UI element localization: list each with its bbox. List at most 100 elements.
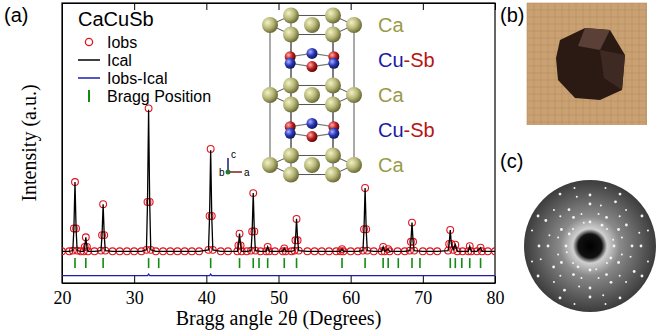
laue-spot <box>573 187 575 189</box>
atom-ca <box>283 7 299 23</box>
x-tick-label: 60 <box>342 288 360 308</box>
photo-grid <box>527 10 647 11</box>
axis-glyph-label: a <box>244 167 250 178</box>
layer-label: Ca <box>378 154 404 176</box>
laue-spot <box>640 245 643 248</box>
layer-label: Cu-Sb <box>378 119 435 141</box>
atom-ca <box>283 167 299 183</box>
laue-spot <box>598 213 600 215</box>
plot-data <box>62 105 495 276</box>
laue-pattern <box>524 180 656 312</box>
laue-spot <box>560 228 563 231</box>
x-axis-title: Bragg angle 2θ (Degrees) <box>176 307 382 330</box>
atom-ca <box>283 147 299 163</box>
atom-ca <box>262 87 278 103</box>
laue-spot <box>605 303 607 305</box>
photo-grid <box>527 108 647 109</box>
crystal-inset: CaCu-SbCaCu-SbCaabc <box>219 7 435 182</box>
x-tick-label: 20 <box>54 288 72 308</box>
cell-edge <box>270 155 354 174</box>
plot-frame <box>62 3 495 283</box>
photo-grid <box>527 122 647 123</box>
photo-grid <box>639 3 640 125</box>
bragg-tick <box>364 258 366 268</box>
x-tick-label: 70 <box>414 288 432 308</box>
legend-key <box>85 38 92 45</box>
layer-label-part: Ca <box>378 14 404 36</box>
bragg-tick <box>267 258 269 268</box>
laue-spot <box>605 187 607 189</box>
x-tick-top <box>279 3 280 10</box>
x-tick-label: 30 <box>126 288 144 308</box>
laue-spot <box>557 236 559 238</box>
photo-grid <box>527 115 647 116</box>
cell-edge <box>270 15 354 34</box>
x-tick-mark <box>206 276 207 283</box>
laue-spot <box>633 270 636 273</box>
bragg-tick <box>480 258 482 268</box>
laue-spot <box>577 265 580 268</box>
axis-glyph-label: c <box>231 149 236 160</box>
laue-spot <box>600 204 602 206</box>
atom-ca <box>283 77 299 93</box>
x-tick-mark <box>279 3 280 10</box>
legend-key <box>88 90 90 102</box>
atom-ca <box>283 97 299 113</box>
bragg-tick <box>455 258 457 268</box>
x-tick-mark <box>423 276 424 283</box>
cell-edge <box>270 85 354 104</box>
crystal-facet <box>578 28 610 50</box>
axis-glyph <box>226 170 231 175</box>
laue-spot <box>595 268 597 270</box>
photo-grid <box>646 3 647 125</box>
laue-spot <box>641 215 644 218</box>
photo-grid <box>527 3 647 4</box>
photo-grid <box>527 3 528 125</box>
x-tick: 40 <box>198 276 216 308</box>
laue-spot <box>559 275 561 277</box>
x-tick-mark <box>423 3 424 10</box>
laue-spot <box>589 269 592 272</box>
layer-label-part: Ca <box>378 84 404 106</box>
layer-label-part: -Sb <box>404 119 435 141</box>
laue-spot <box>609 257 612 260</box>
laue-spot <box>605 216 608 219</box>
laue-spot <box>573 303 575 305</box>
bragg-tick <box>419 258 421 268</box>
legend-label: Iobs-Ical <box>107 70 167 87</box>
atom-ca <box>262 17 278 33</box>
bragg-tick <box>283 258 285 268</box>
legend-label: Ical <box>107 52 132 69</box>
laue-spot <box>531 261 533 263</box>
laue-spot <box>621 254 623 256</box>
x-tick: 60 <box>342 276 360 308</box>
laue-spot <box>552 266 555 269</box>
laue-spot <box>559 297 562 300</box>
laue-spot <box>589 194 592 197</box>
laue-spot <box>630 256 632 258</box>
bragg-tick <box>411 258 413 268</box>
laue-spot <box>617 261 620 264</box>
laue-spot <box>568 233 571 236</box>
laue-spot <box>612 239 614 241</box>
bragg-tick <box>296 258 298 268</box>
bragg-tick <box>74 258 76 268</box>
atom-cu <box>285 128 296 139</box>
legend-label: Iobs <box>107 34 137 51</box>
bragg-tick <box>158 258 160 268</box>
laue-spot <box>531 229 533 231</box>
atom-sb <box>307 131 318 142</box>
laue-spot <box>580 277 582 279</box>
laue-spot <box>619 297 622 300</box>
laue-spot <box>589 296 592 299</box>
laue-spot <box>613 245 616 248</box>
axis-glyph-label: b <box>219 167 225 178</box>
atom-cu <box>285 58 296 69</box>
x-tick-mark <box>495 276 496 283</box>
laue-spot <box>605 273 608 276</box>
laue-spot <box>610 281 613 284</box>
x-tick-top <box>423 3 424 10</box>
laue-spot <box>557 254 559 256</box>
laue-spot <box>619 215 621 217</box>
layer-label: Ca <box>378 14 404 36</box>
